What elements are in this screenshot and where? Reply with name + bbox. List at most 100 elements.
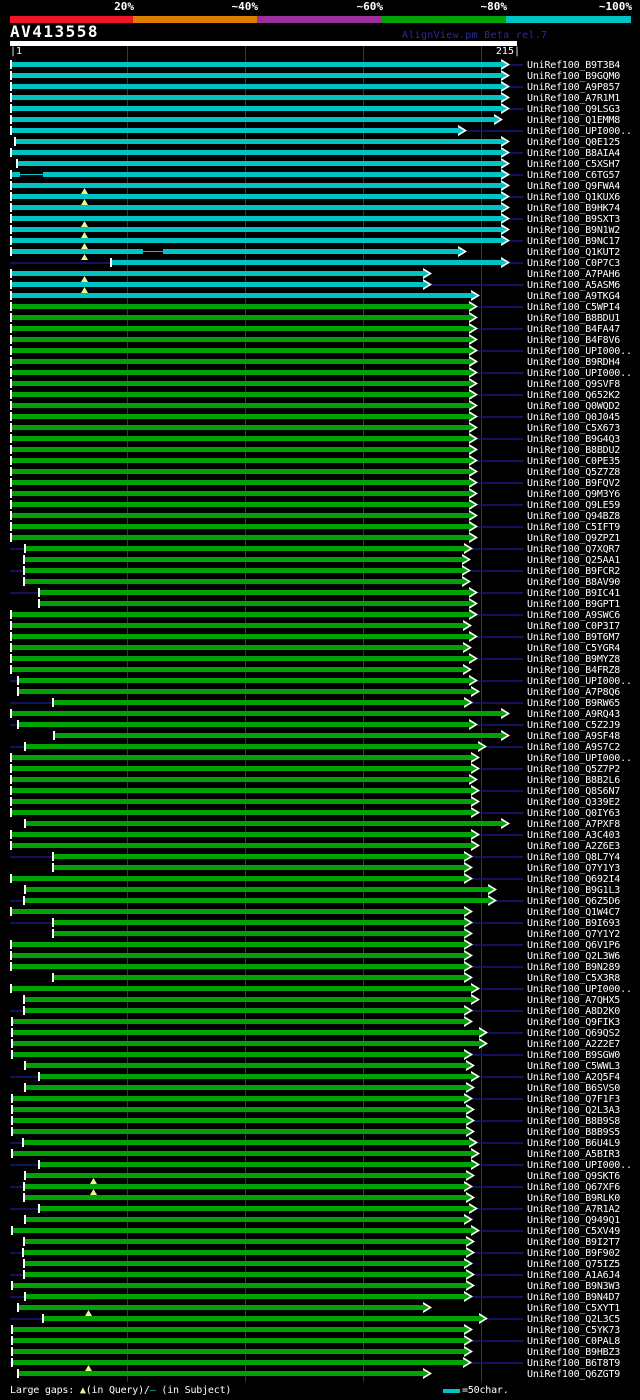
alignment-bar[interactable] <box>23 1008 466 1013</box>
alignment-bar[interactable] <box>10 216 503 221</box>
row-label[interactable]: UniRef100_B9N3W3 <box>527 1281 621 1292</box>
alignment-bar[interactable] <box>10 843 473 848</box>
row-label[interactable]: UniRef100_Q9ZPZ1 <box>527 533 621 544</box>
alignment-bar[interactable] <box>10 392 471 397</box>
row-label[interactable]: UniRef100_Q7Y1Y3 <box>527 863 621 874</box>
row-label[interactable]: UniRef100_Q1KUX6 <box>527 192 621 203</box>
row-label[interactable]: UniRef100_C5XV49 <box>527 1226 621 1237</box>
alignment-bar[interactable] <box>24 1217 466 1222</box>
row-label[interactable]: UniRef100_C0P7C3 <box>527 258 621 269</box>
alignment-bar[interactable] <box>10 359 471 364</box>
row-label[interactable]: UniRef100_Q1W4C7 <box>527 907 621 918</box>
row-label[interactable]: UniRef100_A7P8Q6 <box>527 687 621 698</box>
alignment-bar[interactable] <box>10 84 503 89</box>
alignment-bar[interactable] <box>23 997 473 1002</box>
row-label[interactable]: UniRef100_A7PXF8 <box>527 819 621 830</box>
alignment-bar[interactable] <box>10 513 471 518</box>
alignment-bar[interactable] <box>10 95 503 100</box>
alignment-bar[interactable] <box>11 1096 466 1101</box>
alignment-bar[interactable] <box>10 832 473 837</box>
alignment-bar[interactable] <box>10 249 460 254</box>
alignment-bar[interactable] <box>23 898 490 903</box>
row-label[interactable]: UniRef100_C5WPI4 <box>527 302 621 313</box>
row-label[interactable]: UniRef100_B9IC41 <box>527 588 621 599</box>
row-label[interactable]: UniRef100_B9SGW0 <box>527 1050 621 1061</box>
alignment-bar[interactable] <box>10 777 471 782</box>
row-label[interactable]: UniRef100_Q8L7Y4 <box>527 852 621 863</box>
row-label[interactable]: UniRef100_B8BDU1 <box>527 313 621 324</box>
row-label[interactable]: UniRef100_Q652K2 <box>527 390 621 401</box>
alignment-bar[interactable] <box>10 117 496 122</box>
row-label[interactable]: UniRef100_B6T8T9 <box>527 1358 621 1369</box>
alignment-bar[interactable] <box>10 491 471 496</box>
alignment-bar[interactable] <box>10 612 471 617</box>
alignment-bar[interactable] <box>52 931 466 936</box>
alignment-bar[interactable] <box>10 227 503 232</box>
alignment-bar[interactable] <box>10 326 471 331</box>
row-label[interactable]: UniRef100_UPI000.. <box>527 676 632 687</box>
row-label[interactable]: UniRef100_Q7F1F3 <box>527 1094 621 1105</box>
row-label[interactable]: UniRef100_C5XYT1 <box>527 1303 621 1314</box>
alignment-bar[interactable] <box>24 1294 466 1299</box>
row-label[interactable]: UniRef100_Q0J045 <box>527 412 621 423</box>
row-label[interactable]: UniRef100_C0PE35 <box>527 456 621 467</box>
row-label[interactable]: UniRef100_B8B2L6 <box>527 775 621 786</box>
row-label[interactable]: UniRef100_Q9SVF8 <box>527 379 621 390</box>
alignment-bar[interactable] <box>10 810 473 815</box>
row-label[interactable]: UniRef100_B4F8V6 <box>527 335 621 346</box>
alignment-bar[interactable] <box>10 942 466 947</box>
alignment-bar[interactable] <box>10 480 471 485</box>
alignment-bar[interactable] <box>10 370 471 375</box>
alignment-bar[interactable] <box>10 711 503 716</box>
row-label[interactable]: UniRef100_UPI000.. <box>527 753 632 764</box>
alignment-bar[interactable] <box>17 1305 425 1310</box>
alignment-bar[interactable] <box>10 535 471 540</box>
alignment-bar[interactable] <box>10 337 471 342</box>
alignment-bar[interactable] <box>17 722 471 727</box>
row-label[interactable]: UniRef100_B9T3B4 <box>527 60 621 71</box>
alignment-bar[interactable] <box>10 414 471 419</box>
alignment-bar[interactable] <box>10 205 503 210</box>
alignment-bar[interactable] <box>10 667 465 672</box>
row-label[interactable]: UniRef100_Q6Z5D6 <box>527 896 621 907</box>
row-label[interactable]: UniRef100_C5IFT9 <box>527 522 621 533</box>
row-label[interactable]: UniRef100_UPI000.. <box>527 984 632 995</box>
row-label[interactable]: UniRef100_B4FRZ8 <box>527 665 621 676</box>
row-label[interactable]: UniRef100_Q9FWA4 <box>527 181 621 192</box>
row-label[interactable]: UniRef100_B9RW65 <box>527 698 621 709</box>
alignment-bar[interactable] <box>23 579 464 584</box>
row-label[interactable]: UniRef100_Q67XF6 <box>527 1182 621 1193</box>
alignment-bar[interactable] <box>10 623 465 628</box>
row-label[interactable]: UniRef100_A7PAH6 <box>527 269 621 280</box>
row-label[interactable]: UniRef100_C6TG57 <box>527 170 621 181</box>
alignment-bar[interactable] <box>52 975 466 980</box>
row-label[interactable]: UniRef100_B8AIA4 <box>527 148 621 159</box>
alignment-bar[interactable] <box>22 1140 471 1145</box>
row-label[interactable]: UniRef100_A7R1M1 <box>527 93 621 104</box>
row-label[interactable]: UniRef100_C5XSH7 <box>527 159 621 170</box>
alignment-bar[interactable] <box>10 436 471 441</box>
alignment-bar[interactable] <box>10 909 466 914</box>
row-label[interactable]: UniRef100_A7R1A2 <box>527 1204 621 1215</box>
row-label[interactable]: UniRef100_B9G4Q3 <box>527 434 621 445</box>
row-label[interactable]: UniRef100_B9MYZ8 <box>527 654 621 665</box>
alignment-bar[interactable] <box>10 634 471 639</box>
row-label[interactable]: UniRef100_Q9SKT6 <box>527 1171 621 1182</box>
row-label[interactable]: UniRef100_B9I2T7 <box>527 1237 621 1248</box>
alignment-bar[interactable] <box>38 1206 471 1211</box>
row-label[interactable]: UniRef100_A9S7C2 <box>527 742 621 753</box>
row-label[interactable]: UniRef100_B8B9S8 <box>527 1116 621 1127</box>
row-label[interactable]: UniRef100_Q0IY63 <box>527 808 621 819</box>
row-label[interactable]: UniRef100_Q69QS2 <box>527 1028 621 1039</box>
alignment-bar[interactable] <box>11 1283 468 1288</box>
alignment-bar[interactable] <box>23 1195 468 1200</box>
alignment-bar[interactable] <box>10 766 473 771</box>
row-label[interactable]: UniRef100_Q5Z7Z8 <box>527 467 621 478</box>
row-label[interactable]: UniRef100_Q7XQR7 <box>527 544 621 555</box>
row-label[interactable]: UniRef100_B8BDU2 <box>527 445 621 456</box>
row-label[interactable]: UniRef100_A9TKG4 <box>527 291 621 302</box>
alignment-bar[interactable] <box>22 1250 468 1255</box>
row-label[interactable]: UniRef100_Q6ZGT9 <box>527 1369 621 1380</box>
row-label[interactable]: UniRef100_B9N289 <box>527 962 621 973</box>
alignment-bar[interactable] <box>38 601 471 606</box>
